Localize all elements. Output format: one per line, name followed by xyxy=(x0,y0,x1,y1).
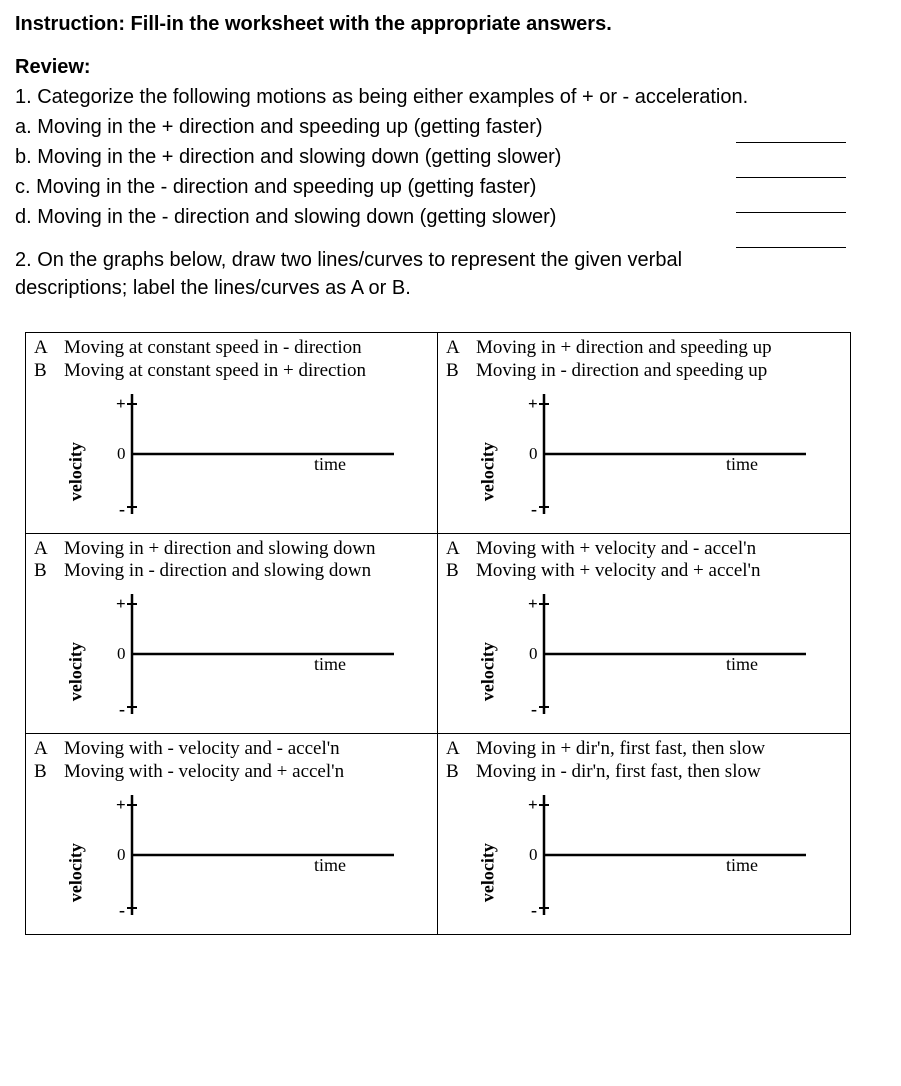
label-a: A xyxy=(446,738,476,761)
label-a: A xyxy=(446,337,476,360)
label-b: B xyxy=(446,560,476,583)
graph-row-3: A B Moving with - velocity and - accel'n… xyxy=(25,734,886,935)
graph-cell-2-right: A B Moving with + velocity and - accel'n… xyxy=(438,534,851,735)
desc-b: Moving in - direction and slowing down xyxy=(64,560,429,583)
graph-area[interactable]: velocity + 0 - time xyxy=(496,790,842,930)
graphs-container: A B Moving at constant speed in - direct… xyxy=(25,332,886,935)
axis-svg xyxy=(506,389,826,519)
graph-cell-1-left: A B Moving at constant speed in - direct… xyxy=(25,332,438,534)
answer-blank-d[interactable] xyxy=(736,216,846,248)
graph-row-2: A B Moving in + direction and slowing do… xyxy=(25,534,886,735)
desc-a: Moving in + direction and slowing down xyxy=(64,538,429,561)
axis-svg xyxy=(94,790,414,920)
label-a: A xyxy=(446,538,476,561)
question-2-block: 2. On the graphs below, draw two lines/c… xyxy=(15,246,886,302)
desc-b: Moving with - velocity and + accel'n xyxy=(64,761,429,784)
tick-plus: + xyxy=(116,592,126,616)
desc-a: Moving at constant speed in - direction xyxy=(64,337,429,360)
graph-labels: A B Moving in + direction and speeding u… xyxy=(446,337,842,383)
desc-b: Moving in - dir'n, first fast, then slow xyxy=(476,761,842,784)
desc-b: Moving at constant speed in + direction xyxy=(64,360,429,383)
tick-plus: + xyxy=(116,392,126,416)
label-b: B xyxy=(34,560,64,583)
desc-b: Moving in - direction and speeding up xyxy=(476,360,842,383)
x-axis-label: time xyxy=(726,853,758,878)
graph-cell-3-right: A B Moving in + dir'n, first fast, then … xyxy=(438,734,851,935)
axis-svg xyxy=(506,790,826,920)
y-axis-label: velocity xyxy=(63,442,88,501)
tick-minus: - xyxy=(119,497,125,522)
x-axis-label: time xyxy=(314,652,346,677)
tick-zero: 0 xyxy=(117,642,126,666)
tick-zero: 0 xyxy=(117,843,126,867)
y-axis-label: velocity xyxy=(475,843,500,902)
tick-minus: - xyxy=(531,898,537,923)
tick-plus: + xyxy=(116,793,126,817)
desc-b: Moving with + velocity and + accel'n xyxy=(476,560,842,583)
axis-svg xyxy=(94,589,414,719)
tick-zero: 0 xyxy=(529,442,538,466)
x-axis-label: time xyxy=(314,452,346,477)
answer-blank-a[interactable] xyxy=(736,111,846,143)
graph-labels: A B Moving with + velocity and - accel'n… xyxy=(446,538,842,584)
tick-minus: - xyxy=(531,497,537,522)
tick-zero: 0 xyxy=(529,843,538,867)
graph-cell-3-left: A B Moving with - velocity and - accel'n… xyxy=(25,734,438,935)
label-a: A xyxy=(34,538,64,561)
review-heading: Review: xyxy=(15,53,886,81)
graph-labels: A B Moving in + direction and slowing do… xyxy=(34,538,429,584)
y-axis-label: velocity xyxy=(63,642,88,701)
tick-plus: + xyxy=(528,392,538,416)
label-a: A xyxy=(34,337,64,360)
graph-area[interactable]: velocity + 0 - time xyxy=(496,389,842,529)
label-b: B xyxy=(34,761,64,784)
x-axis-label: time xyxy=(726,652,758,677)
graph-labels: A B Moving with - velocity and - accel'n… xyxy=(34,738,429,784)
graph-area[interactable]: velocity + 0 - time xyxy=(84,389,429,529)
tick-minus: - xyxy=(119,898,125,923)
tick-minus: - xyxy=(119,697,125,722)
graph-area[interactable]: velocity + 0 - time xyxy=(496,589,842,729)
desc-a: Moving in + dir'n, first fast, then slow xyxy=(476,738,842,761)
desc-a: Moving with + velocity and - accel'n xyxy=(476,538,842,561)
label-a: A xyxy=(34,738,64,761)
tick-plus: + xyxy=(528,592,538,616)
label-b: B xyxy=(446,761,476,784)
graph-cell-2-left: A B Moving in + direction and slowing do… xyxy=(25,534,438,735)
x-axis-label: time xyxy=(726,452,758,477)
y-axis-label: velocity xyxy=(475,642,500,701)
answer-blank-c[interactable] xyxy=(736,181,846,213)
question-1-block: 1. Categorize the following motions as b… xyxy=(15,83,886,231)
label-b: B xyxy=(446,360,476,383)
tick-zero: 0 xyxy=(529,642,538,666)
tick-plus: + xyxy=(528,793,538,817)
graph-area[interactable]: velocity + 0 - time xyxy=(84,790,429,930)
answer-blank-b[interactable] xyxy=(736,146,846,178)
question-1-prompt: 1. Categorize the following motions as b… xyxy=(15,83,886,111)
tick-zero: 0 xyxy=(117,442,126,466)
graph-cell-1-right: A B Moving in + direction and speeding u… xyxy=(438,332,851,534)
y-axis-label: velocity xyxy=(475,442,500,501)
graph-row-1: A B Moving at constant speed in - direct… xyxy=(25,332,886,534)
label-b: B xyxy=(34,360,64,383)
axis-svg xyxy=(94,389,414,519)
instruction-heading: Instruction: Fill-in the worksheet with … xyxy=(15,10,886,38)
question-2-prompt-line2: descriptions; label the lines/curves as … xyxy=(15,274,886,302)
graph-area[interactable]: velocity + 0 - time xyxy=(84,589,429,729)
desc-a: Moving in + direction and speeding up xyxy=(476,337,842,360)
y-axis-label: velocity xyxy=(63,843,88,902)
desc-a: Moving with - velocity and - accel'n xyxy=(64,738,429,761)
answer-blanks-container xyxy=(736,111,846,251)
x-axis-label: time xyxy=(314,853,346,878)
graph-labels: A B Moving in + dir'n, first fast, then … xyxy=(446,738,842,784)
axis-svg xyxy=(506,589,826,719)
graph-labels: A B Moving at constant speed in - direct… xyxy=(34,337,429,383)
tick-minus: - xyxy=(531,697,537,722)
